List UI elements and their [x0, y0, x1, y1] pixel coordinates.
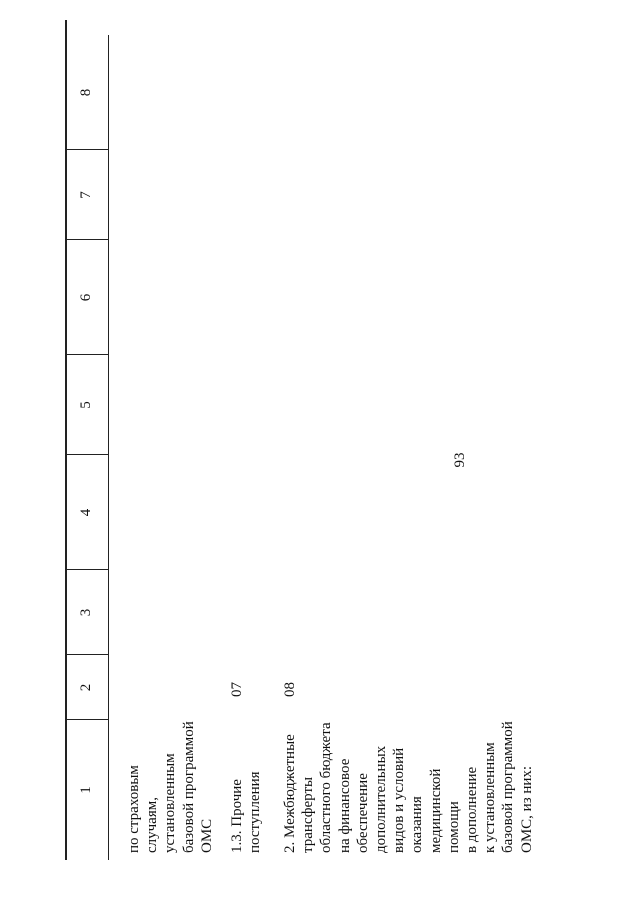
row-label-line: дополнительных [373, 745, 389, 853]
column-number: 8 [78, 88, 94, 97]
column-divider [65, 239, 108, 240]
row-label-line: базовой программой [180, 721, 197, 853]
column-divider [65, 149, 108, 150]
table-top-line [65, 20, 67, 860]
column-number: 2 [78, 683, 94, 692]
column-divider [65, 569, 108, 570]
row-label-line: трансферты [300, 776, 317, 853]
column-number: 1 [78, 786, 94, 794]
row-code: 08 [282, 682, 298, 697]
row-code: 07 [229, 682, 245, 697]
row-label-line: на финансовое [336, 758, 353, 853]
header-bottom-line [108, 35, 109, 860]
column-divider [65, 719, 108, 720]
row-label-line: базовой программой [500, 721, 517, 853]
row-label-line: ОМС, из них: [518, 765, 535, 853]
row-label-line: в дополнение [464, 766, 480, 853]
row-label-line: медицинской [427, 768, 444, 853]
row-label-line: областного бюджета [318, 722, 335, 853]
column-number: 7 [78, 191, 94, 199]
column-number: 6 [78, 293, 94, 302]
row-label-line: оказания [409, 796, 426, 853]
column-divider [65, 354, 108, 355]
page-number: 93 [452, 452, 468, 468]
row-label-line: обеспечение [354, 773, 371, 853]
row-label-line: к установленным [482, 742, 499, 853]
column-number: 4 [78, 508, 94, 517]
row-label-line: по страховым [126, 765, 142, 853]
row-label-line: установленным [162, 753, 179, 853]
row-label-line: ОМС [198, 818, 215, 853]
row-label-line: случаям, [144, 797, 161, 853]
row-label-line: видов и условий [391, 747, 408, 853]
column-number: 5 [78, 401, 94, 409]
row-label-line: 2. Межбюджетные [282, 734, 298, 853]
row-label-line: 1.3. Прочие [229, 779, 245, 853]
row-label-line: поступления [247, 771, 264, 853]
column-number: 3 [78, 608, 94, 617]
column-divider [65, 454, 108, 455]
column-divider [65, 654, 108, 655]
row-label-line: помощи [445, 801, 462, 853]
